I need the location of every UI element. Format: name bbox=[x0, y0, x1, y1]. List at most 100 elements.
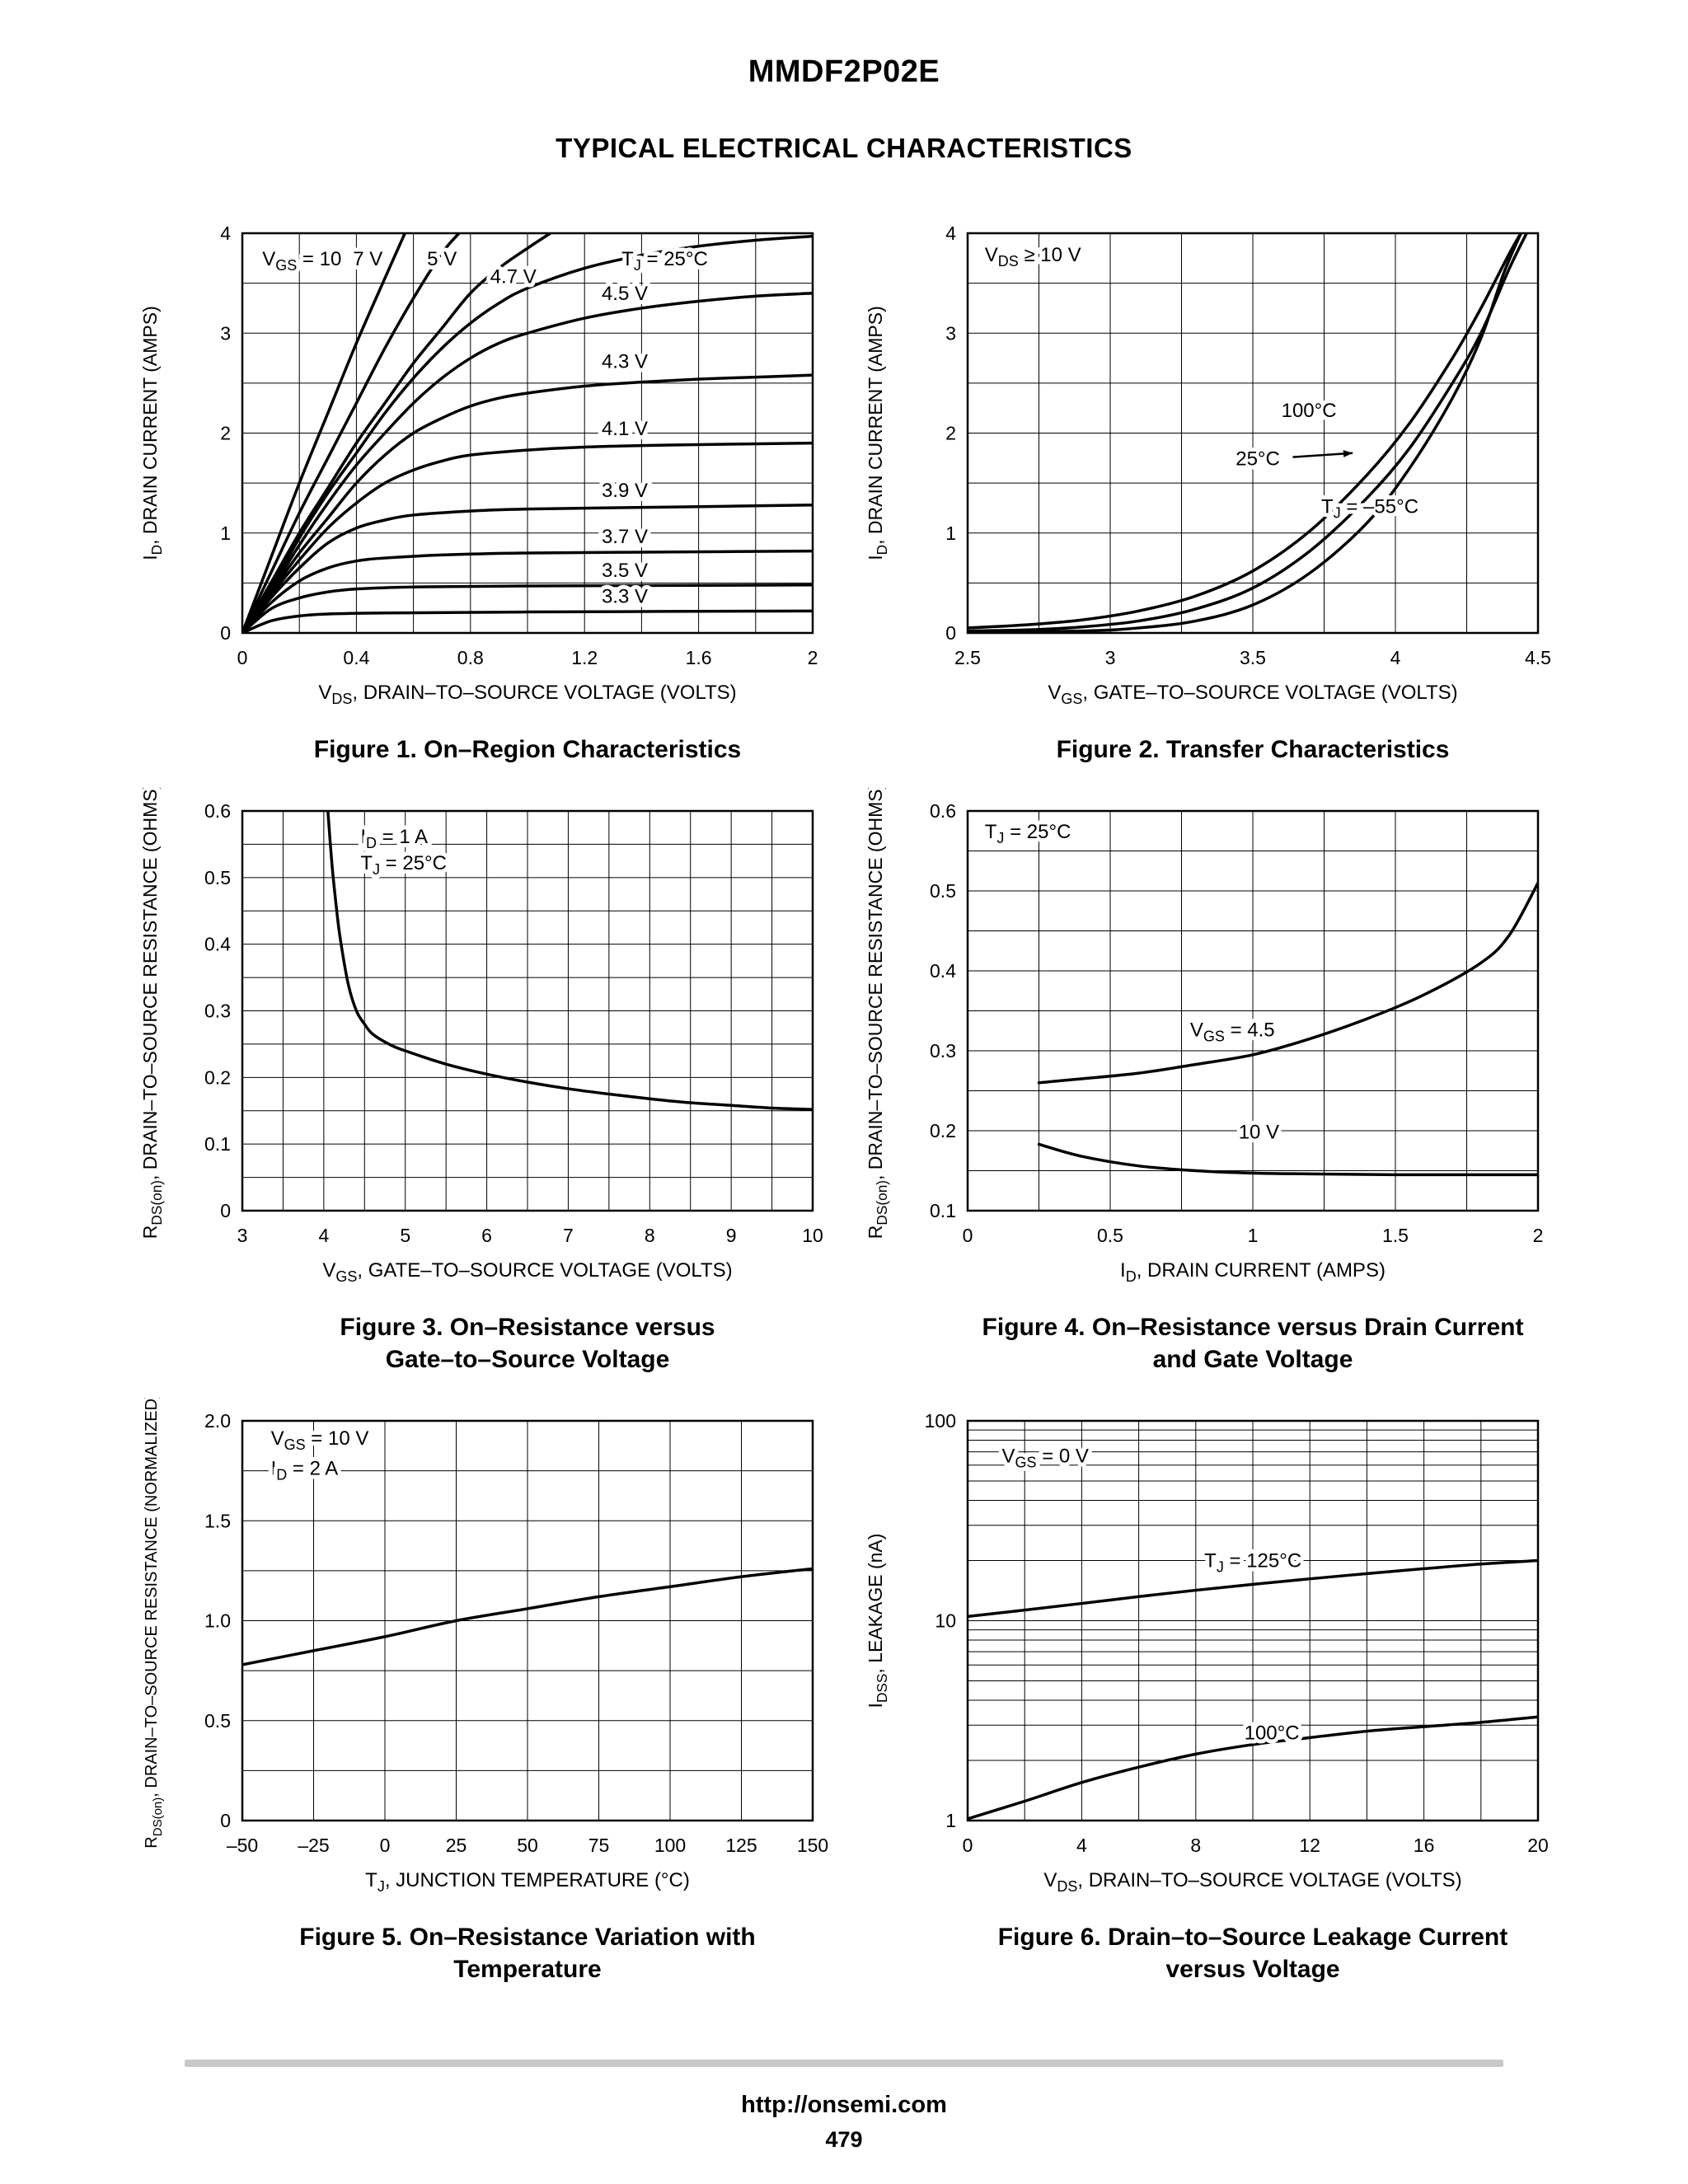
annotations: VDS ≥ 10 V 100°C 25°C TJ = –55°C bbox=[981, 240, 1423, 526]
curves bbox=[242, 233, 813, 633]
curves bbox=[1037, 881, 1538, 1176]
annotation-label: 5 V bbox=[427, 248, 457, 270]
svg-text:6: 6 bbox=[481, 1225, 492, 1246]
annotation-label: 25°C bbox=[1236, 448, 1280, 470]
annotation-label: VGS = 10 bbox=[262, 248, 341, 274]
svg-text:0.8: 0.8 bbox=[457, 647, 484, 668]
svg-text:8: 8 bbox=[1190, 1835, 1201, 1856]
annotation-label: TJ = 25°C bbox=[360, 852, 447, 878]
annotations: VGS = 0 V TJ = 125°C 100°C bbox=[998, 1441, 1306, 1748]
annotation-label: ID = 2 A bbox=[271, 1457, 339, 1483]
svg-text:4: 4 bbox=[945, 223, 956, 244]
annotation-label: 10 V bbox=[1239, 1121, 1279, 1143]
annotations: VGS = 10 7 V 5 V 4.7 V TJ = 25°C 4.5 V 4.3 V 4.… bbox=[258, 244, 712, 612]
svg-text:1.5: 1.5 bbox=[204, 1510, 231, 1531]
annotation-label: 7 V bbox=[353, 248, 382, 270]
y-axis-label: ID, DRAIN CURRENT (AMPS) bbox=[865, 306, 890, 560]
curve-tj-100-c bbox=[968, 233, 1522, 630]
charts-grid: 0 0.4 0.8 1.2 1.6 2 0 1 2 3 4 VDS, DRAIN–TO–SOURCE … bbox=[0, 210, 1688, 1986]
curve-vgs-4.7-v bbox=[242, 234, 813, 633]
tick-labels: –50 –25 0 25 50 75 100 125 150 0 0.5 1.0 1.5 2.0 bbox=[204, 1410, 828, 1856]
y-axis-label: RDS(on), DRAIN–TO–SOURCE RESISTANCE (NOR… bbox=[143, 1398, 165, 1849]
svg-text:0: 0 bbox=[220, 622, 231, 644]
svg-text:9: 9 bbox=[726, 1225, 737, 1246]
curve-vgs-10-v bbox=[242, 233, 406, 633]
chart-canvas-2: 2.5 3 3.5 4 4.5 0 1 2 3 4 VGS, GATE–TO–SOURCE VOLT… bbox=[865, 223, 1551, 707]
svg-text:0.4: 0.4 bbox=[204, 933, 231, 954]
curve-vgs-7-v bbox=[242, 233, 461, 633]
svg-text:0.4: 0.4 bbox=[343, 647, 369, 668]
annotation-label: VDS ≥ 10 V bbox=[985, 244, 1081, 269]
curve-vgs-4.3-v bbox=[242, 373, 813, 633]
svg-text:2: 2 bbox=[220, 423, 231, 444]
x-axis-label: ID, DRAIN CURRENT (AMPS) bbox=[1120, 1259, 1386, 1285]
curve-vgs-5-v bbox=[242, 233, 552, 633]
grid bbox=[241, 232, 814, 634]
chart-canvas-6: 0 4 8 12 16 20 1 10 100 VDS, DRAIN–TO–SOURCE VOLT… bbox=[865, 1410, 1549, 1895]
annotation-label: 100°C bbox=[1245, 1722, 1300, 1744]
svg-text:0: 0 bbox=[945, 622, 956, 644]
annotation-label: 4.7 V bbox=[490, 266, 537, 288]
figure-caption: Figure 2. Transfer Characteristics bbox=[1056, 736, 1450, 763]
curve-normalized-rds-on- bbox=[242, 1567, 813, 1666]
annotations: ID = 1 ATJ = 25°C bbox=[356, 821, 451, 881]
x-axis-label: VGS, GATE–TO–SOURCE VOLTAGE (VOLTS) bbox=[1048, 682, 1457, 707]
annotation-label: 3.5 V bbox=[602, 560, 648, 582]
svg-text:0.2: 0.2 bbox=[204, 1066, 231, 1088]
annotation-label: 3.9 V bbox=[602, 480, 648, 502]
svg-text:3: 3 bbox=[945, 322, 956, 344]
svg-text:0.6: 0.6 bbox=[930, 800, 956, 822]
page-title: MMDF2P02E bbox=[748, 54, 940, 89]
x-axis-label: VDS, DRAIN–TO–SOURCE VOLTAGE (VOLTS) bbox=[1043, 1869, 1461, 1895]
svg-text:10: 10 bbox=[802, 1225, 823, 1246]
grid bbox=[967, 810, 1539, 1212]
tick-labels: 0 0.5 1 1.5 2 0.1 0.2 0.3 0.4 0.5 0.6 bbox=[930, 800, 1543, 1246]
svg-text:1: 1 bbox=[945, 1810, 956, 1831]
svg-text:4.5: 4.5 bbox=[1525, 647, 1551, 668]
page-footer: http://onsemi.com 479 bbox=[0, 2060, 1688, 2153]
chart-canvas-3: 3 4 5 6 7 8 9 10 0 0.1 0.2 0.3 0.4 0.5 0.6 VGS, GATE–TO… bbox=[139, 788, 823, 1285]
figure-1-on-region-characteristics: 0 0.4 0.8 1.2 1.6 2 0 1 2 3 4 VDS, DRAIN–TO–SOURCE … bbox=[119, 210, 844, 766]
svg-text:4: 4 bbox=[318, 1225, 329, 1246]
plot-border bbox=[966, 232, 1540, 635]
svg-text:4: 4 bbox=[1076, 1835, 1087, 1856]
footer-page-number: 479 bbox=[825, 2127, 863, 2152]
x-axis-label: TJ, JUNCTION TEMPERATURE (°C) bbox=[365, 1869, 690, 1895]
y-axis-label: RDS(on), DRAIN–TO–SOURCE RESISTANCE (OHM… bbox=[139, 788, 165, 1239]
svg-text:3: 3 bbox=[237, 1225, 248, 1246]
svg-text:0.3: 0.3 bbox=[930, 1040, 956, 1062]
svg-text:1.0: 1.0 bbox=[204, 1610, 231, 1631]
curve-vgs-10-v bbox=[1037, 1142, 1538, 1176]
curve-tj-100-c bbox=[968, 1715, 1538, 1821]
svg-text:12: 12 bbox=[1299, 1835, 1320, 1856]
svg-text:2.5: 2.5 bbox=[954, 647, 981, 668]
svg-text:1.2: 1.2 bbox=[571, 647, 598, 668]
annotation-label: TJ = –55°C bbox=[1321, 496, 1418, 522]
chart-canvas-4: 0 0.5 1 1.5 2 0.1 0.2 0.3 0.4 0.5 0.6 ID, DRAIN CUR… bbox=[865, 788, 1543, 1285]
figure-4-on-resistance-vs-drain-current: 0 0.5 1 1.5 2 0.1 0.2 0.3 0.4 0.5 0.6 ID, DRAIN CUR… bbox=[844, 788, 1569, 1376]
annotation-label: TJ = 25°C bbox=[621, 248, 708, 274]
svg-text:2: 2 bbox=[945, 423, 956, 444]
svg-text:150: 150 bbox=[797, 1835, 828, 1856]
y-axis-label: IDSS, LEAKAGE (nA) bbox=[865, 1533, 890, 1708]
footer-url-link[interactable]: http://onsemi.com bbox=[741, 2092, 947, 2118]
figure-2-transfer-characteristics: 2.5 3 3.5 4 4.5 0 1 2 3 4 VGS, GATE–TO–SOURCE VOLT… bbox=[844, 210, 1569, 766]
svg-text:2: 2 bbox=[808, 647, 818, 668]
grid bbox=[241, 1420, 814, 1821]
svg-text:0: 0 bbox=[380, 1835, 391, 1856]
plot-border bbox=[241, 809, 814, 1212]
grid bbox=[241, 810, 814, 1212]
section-title: TYPICAL ELECTRICAL CHARACTERISTICS bbox=[556, 133, 1132, 163]
svg-text:2.0: 2.0 bbox=[204, 1410, 231, 1432]
svg-text:1: 1 bbox=[945, 523, 956, 544]
curve-tj--55-c bbox=[968, 233, 1522, 633]
svg-text:2: 2 bbox=[1533, 1225, 1544, 1246]
svg-text:0.3: 0.3 bbox=[204, 1000, 231, 1021]
figure-3-on-resistance-vs-vgs: 3 4 5 6 7 8 9 10 0 0.1 0.2 0.3 0.4 0.5 0.6 VGS, GATE–TO… bbox=[119, 788, 844, 1376]
figure-caption: Figure 5. On–Resistance Variation with T… bbox=[299, 1923, 756, 1984]
plot-border bbox=[966, 1419, 1540, 1822]
curves bbox=[968, 1558, 1538, 1821]
annotation-label: 4.1 V bbox=[602, 418, 648, 440]
figure-caption: Figure 3. On–Resistance versus Gate–to–S… bbox=[340, 1313, 715, 1374]
